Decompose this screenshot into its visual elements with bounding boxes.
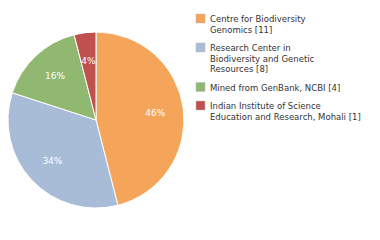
legend-label-line: Mined from GenBank, NCBI [4] bbox=[210, 83, 340, 93]
legend-label-line: Education and Research, Mohali [1] bbox=[210, 112, 361, 122]
pie bbox=[8, 32, 184, 208]
data-labels: 46% 34% 16% 4% bbox=[42, 56, 165, 166]
data-label: 34% bbox=[42, 156, 62, 166]
data-label: 16% bbox=[45, 71, 65, 81]
legend-swatch bbox=[196, 14, 205, 23]
legend-label: Mined from GenBank, NCBI [4] bbox=[210, 83, 340, 93]
legend-label: Research Center inBiodiversity and Genet… bbox=[210, 43, 315, 74]
legend-label: Centre for BiodiversityGenomics [11] bbox=[210, 14, 306, 35]
legend-label-line: Genomics [11] bbox=[210, 25, 272, 35]
legend-label-line: Indian Institute of Science bbox=[210, 101, 321, 111]
data-label: 4% bbox=[81, 56, 96, 66]
legend-swatch bbox=[196, 43, 205, 52]
pie-slice bbox=[74, 32, 96, 120]
legend-label-line: Research Center in bbox=[210, 43, 291, 53]
legend-label-line: Resources [8] bbox=[210, 64, 268, 74]
legend-item: Centre for BiodiversityGenomics [11] bbox=[196, 14, 306, 35]
legend-item: Research Center inBiodiversity and Genet… bbox=[196, 43, 315, 74]
pie-slice bbox=[8, 93, 118, 208]
chart: 46% 34% 16% 4% Centre for BiodiversityGenomi… bbox=[0, 0, 380, 240]
legend-item: Mined from GenBank, NCBI [4] bbox=[196, 83, 340, 93]
legend: Centre for BiodiversityGenomics [11] Rese… bbox=[196, 14, 361, 122]
legend-label-line: Centre for Biodiversity bbox=[210, 14, 306, 24]
legend-item: Indian Institute of ScienceEducation and… bbox=[196, 101, 361, 122]
data-label: 46% bbox=[145, 108, 165, 118]
legend-swatch bbox=[196, 101, 205, 110]
legend-label: Indian Institute of ScienceEducation and… bbox=[210, 101, 361, 122]
legend-label-line: Biodiversity and Genetic bbox=[210, 54, 315, 64]
legend-swatch bbox=[196, 83, 205, 92]
